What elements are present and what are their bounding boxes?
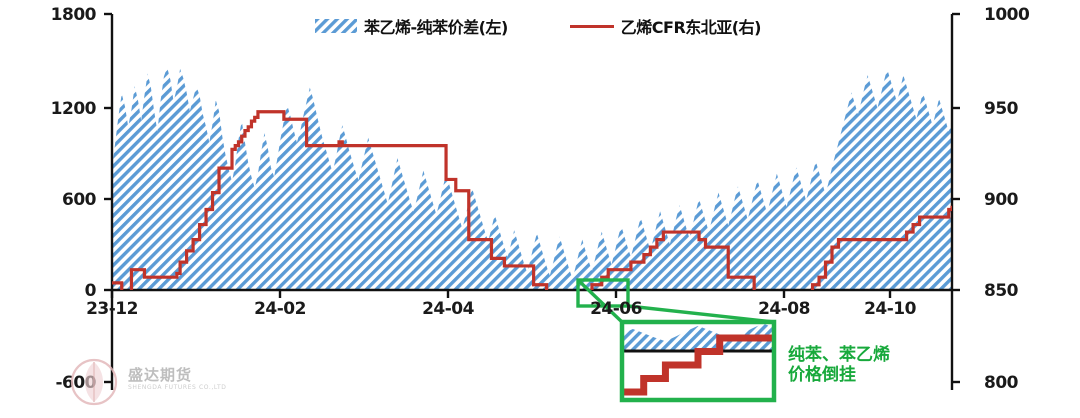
hatched-area-swatch-icon: [315, 19, 357, 33]
series-area-spread: [112, 67, 952, 290]
x-axis-tick-label-2406: 24-06: [590, 299, 642, 319]
right-axis-tick-label-950: 950: [984, 99, 1019, 119]
callout-annotation-line1: 纯苯、苯乙烯: [788, 345, 890, 365]
right-axis-ticks: [952, 12, 960, 384]
red-line-swatch-icon: [569, 24, 614, 28]
legend-item-ethylene[interactable]: 乙烯CFR东北亚(右): [569, 14, 762, 38]
right-axis-tick-label-800: 800: [984, 373, 1019, 393]
right-axis-tick-label-1000: 1000: [984, 5, 1030, 25]
series-line-ethylene: [112, 110, 952, 290]
legend-label-ethylene: 乙烯CFR东北亚(右): [620, 18, 762, 37]
legend-label-spread: 苯乙烯-纯苯价差(左): [364, 18, 508, 37]
x-axis-tick-label-2408: 24-08: [758, 299, 810, 319]
callout-annotation-text: 纯苯、苯乙烯 价格倒挂: [788, 345, 948, 385]
left-axis-tick-label-600: 600: [62, 190, 97, 210]
callout-inset-panel: [619, 319, 777, 403]
x-axis-tick-label-2404: 24-04: [422, 299, 474, 319]
callout-annotation-line2: 价格倒挂: [788, 365, 856, 386]
left-axis-tick-label-1800: 1800: [50, 5, 97, 25]
x-axis-tick-label-2312: 23-12: [86, 299, 138, 319]
chart-legend: 苯乙烯-纯苯价差(左) 乙烯CFR东北亚(右): [315, 14, 761, 38]
left-axis-tick-label-0: 0: [84, 281, 97, 301]
right-axis-tick-label-900: 900: [984, 190, 1019, 210]
left-axis-tick-label-1200: 1200: [50, 99, 97, 119]
x-axis-ticks: [110, 290, 892, 298]
x-axis-tick-label-2402: 24-02: [254, 299, 306, 319]
left-axis-tick-label-neg600: -600: [55, 373, 96, 393]
x-axis-tick-label-2410: 24-10: [864, 299, 916, 319]
callout-connector: [576, 278, 775, 324]
legend-item-spread[interactable]: 苯乙烯-纯苯价差(左): [315, 14, 508, 38]
right-axis-tick-label-850: 850: [984, 281, 1019, 301]
